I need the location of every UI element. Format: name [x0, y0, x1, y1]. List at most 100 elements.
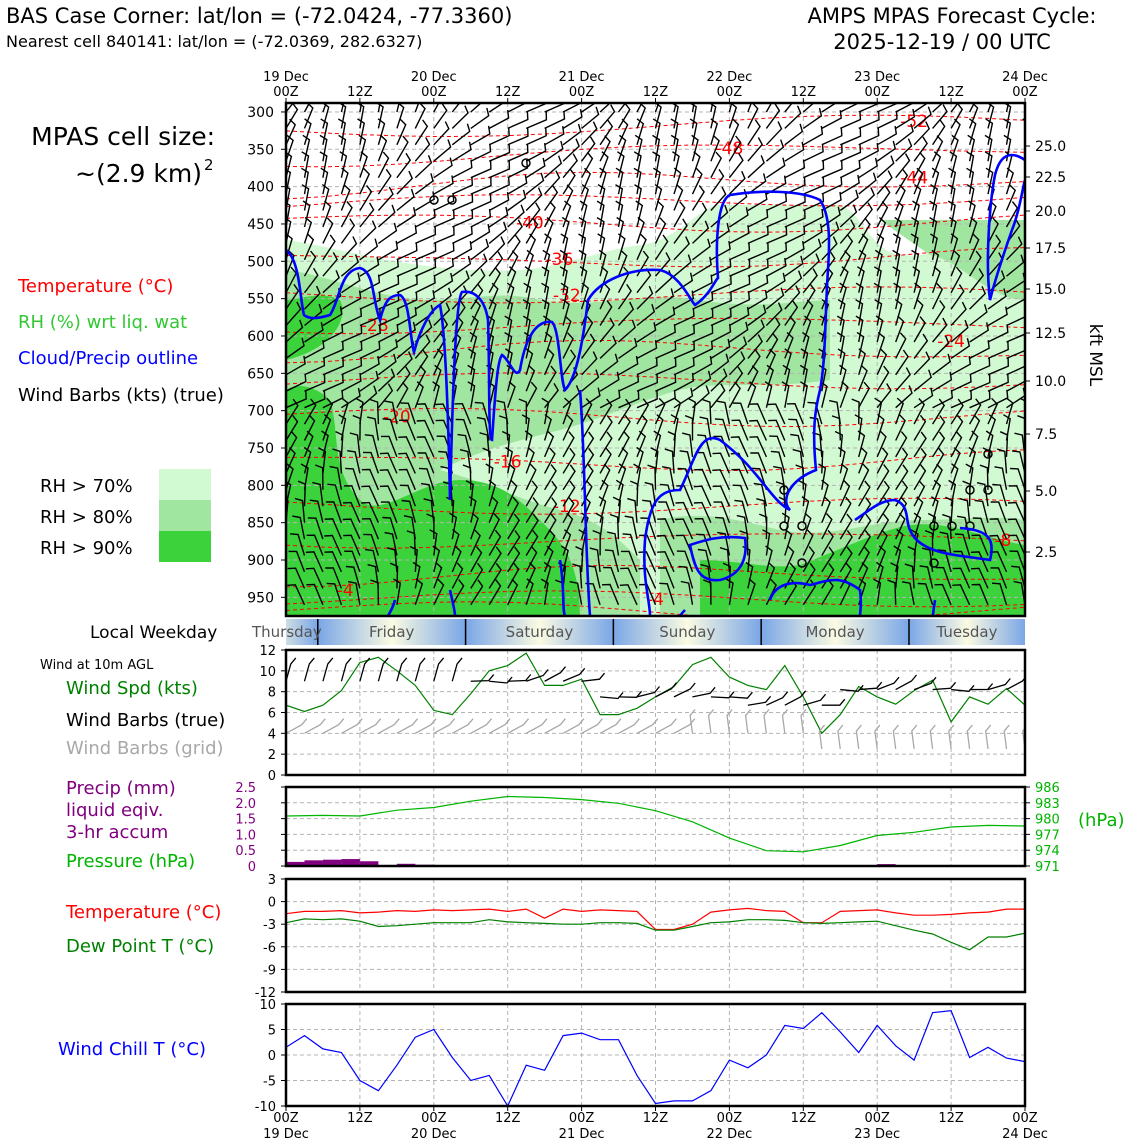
wind-barb — [587, 565, 601, 589]
wind-barb — [286, 103, 295, 113]
wind-barb — [452, 177, 474, 195]
wind-barb — [470, 562, 484, 589]
wind-barb — [932, 300, 946, 326]
wind-barb — [784, 255, 804, 277]
wind-barb — [658, 501, 675, 523]
wind-barb — [304, 322, 324, 343]
wind-barb — [784, 159, 806, 179]
wind-barb — [560, 282, 569, 310]
wind-barb — [435, 403, 453, 425]
wind-barb — [562, 108, 583, 129]
wind-barb — [488, 282, 499, 310]
wind-barb — [694, 517, 712, 540]
cloud-outline — [286, 190, 831, 616]
wind-barb — [496, 400, 509, 425]
wind-barb — [543, 561, 552, 589]
wind-barb — [1006, 372, 1025, 392]
wind-barb-grid — [874, 724, 881, 750]
wind-barb — [303, 267, 319, 294]
top-date-label: 23 Dec — [854, 70, 900, 85]
rh90-label: RH > 90% — [40, 538, 133, 559]
wind-barb — [839, 159, 861, 179]
wind-barb — [287, 584, 306, 606]
wind-barb — [913, 282, 922, 310]
wind-barb — [306, 583, 324, 606]
wind-barb — [968, 200, 976, 228]
wind-barb — [803, 160, 825, 179]
wind-barb — [803, 177, 825, 195]
wind-barb-true — [913, 676, 937, 691]
wind-barb — [876, 331, 886, 359]
wind-barb — [562, 315, 572, 343]
wind-barb — [692, 385, 710, 409]
wind-barb — [994, 466, 1008, 490]
wind-barb — [664, 448, 675, 474]
wind-barb — [895, 464, 909, 491]
wind-barb — [636, 303, 656, 327]
wind-barb — [544, 126, 565, 146]
wind-barb — [931, 249, 940, 277]
wind-barb — [802, 512, 812, 540]
wind-barb — [367, 416, 380, 441]
wind-barb — [288, 550, 306, 573]
wind-barb-grid — [507, 718, 529, 734]
wind-barb — [396, 351, 413, 376]
wind-barb — [692, 308, 714, 327]
wind-barb — [359, 274, 381, 294]
isotherm-line — [286, 407, 1025, 428]
wind-barb — [377, 118, 386, 145]
wind-barb — [599, 398, 613, 425]
wind-barb-grid — [415, 718, 437, 734]
wind-barb — [507, 562, 520, 589]
wind-barb — [488, 110, 510, 130]
wind-barb-true — [470, 674, 495, 682]
wind-barb — [876, 513, 890, 540]
wind-barb — [747, 155, 765, 179]
wind-barb — [1005, 236, 1023, 261]
wind-barb — [895, 315, 905, 343]
wind-barb — [937, 549, 952, 573]
wind-barb — [562, 168, 576, 195]
wind-barb — [525, 157, 546, 179]
wind-barb — [968, 398, 982, 425]
wind-barb — [948, 479, 957, 507]
wind-barb — [340, 218, 356, 244]
wind-barb — [488, 251, 504, 277]
wind-barb — [839, 364, 847, 392]
temperature-panel: 3 0 -3 -6 -9 -12 — [255, 873, 1027, 1001]
isotherm-line — [286, 339, 1025, 364]
wind-barb — [750, 452, 768, 474]
wind-barb — [347, 580, 361, 605]
wind-barb-grid — [892, 724, 899, 750]
wind-barb — [730, 452, 749, 474]
precip-bar — [322, 859, 342, 866]
wind-barb — [913, 151, 926, 179]
wind-barb — [396, 381, 409, 409]
wind-barb — [839, 189, 859, 212]
wind-barb — [821, 513, 833, 540]
wind-barb — [562, 349, 577, 376]
wind-barb — [987, 358, 1010, 376]
wind-barb — [329, 465, 343, 490]
wind-barb — [749, 436, 768, 458]
wind-barb — [414, 319, 433, 343]
wind-barb — [821, 546, 835, 573]
wind-barb — [821, 127, 843, 146]
top-hour-label: 00Z — [1012, 85, 1038, 100]
wind-barb — [913, 447, 927, 474]
wind-barb — [762, 529, 771, 556]
wind-barb — [807, 401, 823, 425]
wind-barb — [321, 430, 329, 458]
wind-barb — [562, 332, 574, 359]
wind-barb — [657, 518, 675, 540]
cloud-outline — [448, 589, 457, 616]
wind-barb — [470, 512, 479, 540]
wind-barb — [415, 259, 437, 277]
wind-barb — [784, 240, 805, 261]
wind-barb — [654, 397, 666, 425]
wind-barb — [488, 562, 502, 589]
wind-barb — [931, 266, 941, 293]
wind-barb — [621, 550, 638, 573]
temp-ytick-label: 3 — [268, 873, 276, 888]
location-title: BAS Case Corner: lat/lon = (-72.0424, -7… — [6, 4, 512, 28]
